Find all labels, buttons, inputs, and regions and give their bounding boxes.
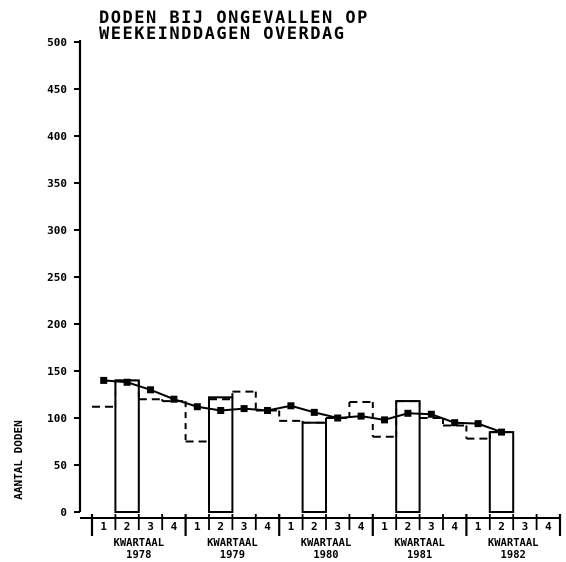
quarter-label: 2 — [498, 520, 505, 533]
quarter-label: 4 — [264, 520, 271, 533]
line-marker — [404, 409, 412, 417]
group-year-label: 1982 — [501, 549, 526, 561]
quarter-label: 1 — [475, 520, 482, 533]
chart-title-line-2: WEEKEINDDAGEN OVERDAG — [99, 24, 346, 44]
y-tick-label: 100 — [47, 412, 67, 425]
y-tick-label: 400 — [47, 130, 67, 143]
group-year-label: 1980 — [313, 549, 338, 561]
line-marker — [123, 378, 131, 386]
y-tick-label: 50 — [54, 459, 67, 472]
group-label: KWARTAAL — [301, 537, 352, 549]
quarter-label: 4 — [545, 520, 552, 533]
quarter-label: 1 — [100, 520, 107, 533]
y-tick-label: 250 — [47, 271, 67, 284]
quarter-label: 1 — [381, 520, 388, 533]
bar — [301, 421, 328, 514]
line-marker — [498, 428, 505, 436]
line-marker — [381, 416, 388, 424]
line-marker — [193, 403, 201, 411]
line-marker — [427, 410, 435, 418]
group-year-label: 1978 — [126, 549, 151, 561]
line-marker — [264, 406, 271, 414]
quarter-label: 4 — [451, 520, 458, 533]
line-marker — [287, 402, 295, 410]
line-marker — [474, 420, 482, 428]
line-marker — [240, 405, 248, 413]
line-marker — [310, 408, 318, 416]
line-marker — [170, 395, 178, 403]
quarter-label: 3 — [334, 520, 341, 533]
quarter-label: 3 — [147, 520, 154, 533]
y-tick-label: 350 — [47, 177, 67, 190]
line-marker — [357, 412, 365, 420]
line-marker — [217, 406, 225, 414]
quarter-label: 3 — [522, 520, 529, 533]
bar — [395, 400, 421, 513]
group-label: KWARTAAL — [488, 537, 539, 549]
quarter-label: 2 — [311, 520, 318, 533]
group-year-label: 1981 — [407, 549, 432, 561]
quarter-label: 4 — [358, 520, 365, 533]
quarter-label: 3 — [241, 520, 248, 533]
quarter-label: 1 — [288, 520, 295, 533]
y-tick-label: 500 — [47, 36, 67, 49]
group-label: KWARTAAL — [394, 537, 445, 549]
group-label: KWARTAAL — [114, 537, 165, 549]
y-tick-label: 200 — [47, 318, 67, 331]
line-marker — [334, 414, 342, 422]
y-tick-label: 450 — [47, 83, 67, 96]
line-marker — [100, 376, 108, 384]
bar — [488, 431, 515, 514]
bar — [114, 379, 140, 513]
quarter-label: 2 — [217, 520, 224, 533]
y-tick-label: 0 — [60, 506, 67, 519]
group-year-label: 1979 — [220, 549, 245, 561]
quarter-label: 2 — [405, 520, 412, 533]
quarter-label: 3 — [428, 520, 435, 533]
quarter-label: 1 — [194, 520, 201, 533]
y-axis-label: AANTAL DODEN — [12, 420, 25, 499]
quarter-label: 4 — [171, 520, 178, 533]
trend-line — [103, 379, 502, 434]
y-tick-label: 150 — [47, 365, 67, 378]
line-marker — [147, 386, 154, 394]
line-marker — [451, 419, 459, 427]
chart-title-line-1: DODEN BIJ ONGEVALLEN OP — [99, 8, 369, 28]
quarter-label: 2 — [124, 520, 131, 533]
group-label: KWARTAAL — [207, 537, 258, 549]
y-tick-label: 300 — [47, 224, 67, 237]
bar — [208, 396, 234, 514]
